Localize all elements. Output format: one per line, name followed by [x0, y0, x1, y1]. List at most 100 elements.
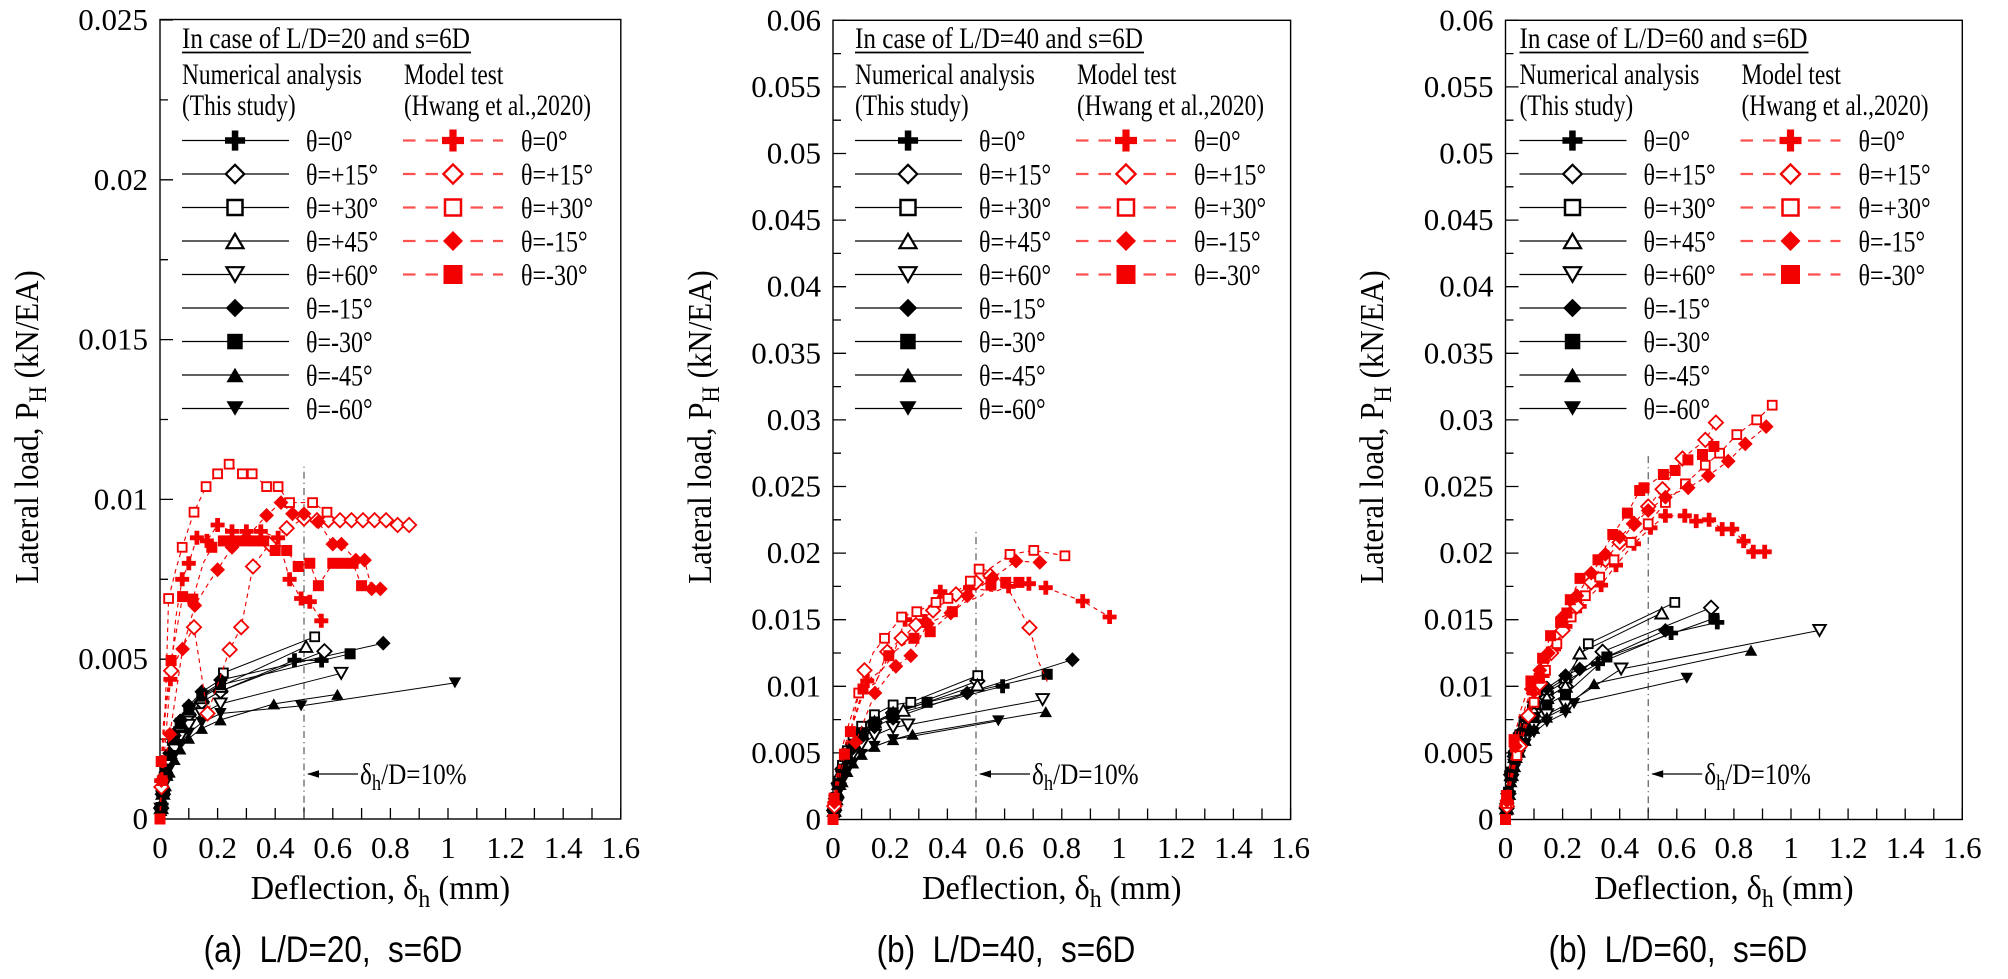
svg-text:0.02: 0.02 [767, 535, 821, 570]
svg-text:0: 0 [1478, 802, 1494, 837]
svg-text:0: 0 [1498, 830, 1514, 865]
svg-text:θ=+45°: θ=+45° [306, 225, 378, 258]
svg-text:θ=+60°: θ=+60° [1644, 258, 1716, 291]
svg-text:0.045: 0.045 [751, 202, 821, 237]
svg-text:0.05: 0.05 [767, 136, 821, 171]
svg-text:θ=-45°: θ=-45° [1644, 359, 1711, 392]
svg-text:0.015: 0.015 [751, 602, 821, 637]
svg-text:0.8: 0.8 [371, 830, 410, 865]
svg-text:0.01: 0.01 [1439, 668, 1493, 703]
svg-text:θ=+30°: θ=+30° [1194, 191, 1266, 224]
svg-text:θ=+15°: θ=+15° [979, 158, 1051, 191]
svg-text:θ=-15°: θ=-15° [1644, 292, 1711, 325]
svg-text:θ=0°: θ=0° [1194, 124, 1241, 157]
svg-text:Deflection, δh (mm): Deflection, δh (mm) [251, 869, 510, 913]
svg-text:θ=+15°: θ=+15° [1644, 158, 1716, 191]
svg-text:θ=0°: θ=0° [979, 124, 1026, 157]
svg-text:1: 1 [440, 830, 456, 865]
svg-text:(b) L/D=60, s=6D: (b) L/D=60, s=6D [1549, 930, 1808, 971]
svg-text:0.055: 0.055 [1424, 69, 1494, 104]
svg-text:θ=-15°: θ=-15° [1194, 225, 1261, 258]
svg-text:0.4: 0.4 [256, 830, 295, 865]
svg-text:θ=+30°: θ=+30° [979, 191, 1051, 224]
svg-text:1.6: 1.6 [1943, 830, 1982, 865]
svg-text:θ=+30°: θ=+30° [1859, 191, 1931, 224]
svg-text:θ=-15°: θ=-15° [1859, 225, 1926, 258]
svg-text:1: 1 [1111, 830, 1127, 865]
svg-text:1.2: 1.2 [1829, 830, 1868, 865]
svg-text:θ=-60°: θ=-60° [979, 392, 1046, 425]
svg-text:1.4: 1.4 [1886, 830, 1925, 865]
svg-text:0.8: 0.8 [1042, 830, 1081, 865]
svg-text:θ=-30°: θ=-30° [979, 325, 1046, 358]
svg-text:θ=+15°: θ=+15° [1194, 158, 1266, 191]
svg-text:0.03: 0.03 [767, 402, 821, 437]
svg-text:θ=+60°: θ=+60° [979, 258, 1051, 291]
svg-text:0.04: 0.04 [1439, 269, 1494, 304]
svg-text:θ=-60°: θ=-60° [1644, 392, 1711, 425]
svg-text:θ=+45°: θ=+45° [1644, 225, 1716, 258]
svg-text:θ=+45°: θ=+45° [979, 225, 1051, 258]
svg-text:0.005: 0.005 [751, 735, 821, 770]
svg-text:0.2: 0.2 [1543, 830, 1582, 865]
svg-text:Numerical analysis: Numerical analysis [1520, 57, 1700, 90]
svg-text:Lateral load, PH (kN/EA): Lateral load, PH (kN/EA) [682, 270, 726, 584]
svg-text:0: 0 [806, 802, 822, 837]
svg-text:1.4: 1.4 [544, 830, 583, 865]
svg-text:(This study): (This study) [1520, 88, 1634, 121]
svg-text:0.05: 0.05 [1439, 136, 1493, 171]
svg-text:0.6: 0.6 [1657, 830, 1696, 865]
svg-text:θ=-15°: θ=-15° [521, 225, 588, 258]
svg-text:1: 1 [1783, 830, 1799, 865]
svg-text:θ=+30°: θ=+30° [306, 191, 378, 224]
svg-text:0.06: 0.06 [767, 2, 821, 37]
svg-text:1.2: 1.2 [1157, 830, 1196, 865]
svg-text:0.02: 0.02 [1439, 535, 1493, 570]
svg-text:1.4: 1.4 [1214, 830, 1253, 865]
svg-text:Deflection, δh (mm): Deflection, δh (mm) [1594, 869, 1853, 913]
svg-text:1.2: 1.2 [486, 830, 525, 865]
svg-text:0.01: 0.01 [94, 481, 148, 516]
svg-text:θ=-60°: θ=-60° [306, 392, 373, 425]
svg-text:θ=0°: θ=0° [1644, 124, 1691, 157]
svg-text:(Hwang et al.,2020): (Hwang et al.,2020) [1077, 88, 1264, 121]
svg-text:0.015: 0.015 [78, 322, 148, 357]
svg-text:θ=+15°: θ=+15° [306, 158, 378, 191]
svg-text:0.4: 0.4 [928, 830, 967, 865]
svg-text:0: 0 [133, 801, 149, 836]
svg-text:Deflection, δh (mm): Deflection, δh (mm) [922, 869, 1181, 913]
svg-text:θ=+15°: θ=+15° [521, 158, 593, 191]
svg-text:0.055: 0.055 [751, 69, 821, 104]
svg-text:θ=0°: θ=0° [1859, 124, 1906, 157]
svg-text:0.03: 0.03 [1439, 402, 1493, 437]
svg-text:In case of L/D=20 and s=6D: In case of L/D=20 and s=6D [182, 21, 470, 55]
svg-text:δh/D=10%: δh/D=10% [360, 757, 467, 795]
svg-text:0.005: 0.005 [78, 641, 148, 676]
svg-text:0.6: 0.6 [313, 830, 352, 865]
svg-text:θ=-15°: θ=-15° [306, 292, 373, 325]
svg-text:θ=0°: θ=0° [521, 124, 568, 157]
svg-text:Numerical analysis: Numerical analysis [855, 57, 1035, 90]
svg-text:θ=0°: θ=0° [306, 124, 353, 157]
svg-text:1.6: 1.6 [601, 830, 640, 865]
svg-text:0.025: 0.025 [78, 2, 148, 37]
svg-text:(This study): (This study) [855, 88, 969, 121]
svg-text:0.02: 0.02 [94, 162, 148, 197]
svg-text:(a) L/D=20, s=6D: (a) L/D=20, s=6D [204, 930, 463, 971]
svg-text:Model test: Model test [1742, 57, 1842, 90]
svg-text:0.04: 0.04 [767, 269, 822, 304]
svg-text:In case of L/D=40 and s=6D: In case of L/D=40 and s=6D [855, 21, 1143, 55]
svg-text:0.6: 0.6 [985, 830, 1024, 865]
svg-text:0.035: 0.035 [751, 335, 821, 370]
svg-text:0.06: 0.06 [1439, 2, 1493, 37]
svg-text:0.2: 0.2 [871, 830, 910, 865]
svg-text:θ=-30°: θ=-30° [306, 325, 373, 358]
svg-text:θ=-15°: θ=-15° [979, 292, 1046, 325]
svg-text:In case of L/D=60 and s=6D: In case of L/D=60 and s=6D [1520, 21, 1808, 55]
svg-text:0.025: 0.025 [1424, 469, 1494, 504]
svg-text:θ=-30°: θ=-30° [521, 258, 588, 291]
svg-text:(Hwang et al.,2020): (Hwang et al.,2020) [1742, 88, 1929, 121]
svg-text:θ=+15°: θ=+15° [1859, 158, 1931, 191]
svg-text:0.035: 0.035 [1424, 335, 1494, 370]
svg-text:(b) L/D=40, s=6D: (b) L/D=40, s=6D [877, 930, 1136, 971]
